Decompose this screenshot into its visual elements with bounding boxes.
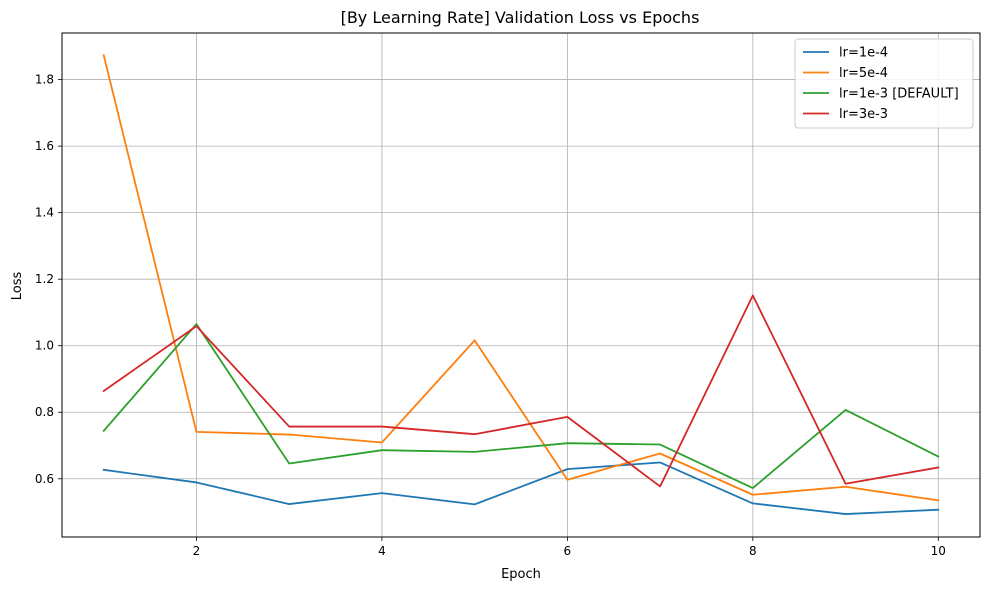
legend-label: lr=1e-3 [DEFAULT] (839, 87, 959, 102)
x-axis-label: Epoch (501, 567, 541, 582)
legend-label: lr=3e-3 (839, 107, 888, 122)
y-tick-label: 1.4 (35, 206, 54, 220)
y-tick-label: 1.6 (35, 139, 54, 153)
x-tick-label: 10 (931, 544, 946, 558)
x-tick-label: 6 (564, 544, 572, 558)
y-tick-label: 1.8 (35, 73, 54, 87)
y-tick-label: 1.2 (35, 272, 54, 286)
series-line-lr-1e-4 (104, 462, 939, 514)
legend-label: lr=1e-4 (839, 46, 888, 61)
legend-label: lr=5e-4 (839, 66, 888, 81)
y-tick-label: 1.0 (35, 339, 54, 353)
y-tick-label: 0.6 (35, 472, 54, 486)
x-tick-label: 4 (378, 544, 386, 558)
chart-title: [By Learning Rate] Validation Loss vs Ep… (341, 8, 700, 27)
y-axis-label: Loss (10, 272, 25, 301)
y-tick-label: 0.8 (35, 405, 54, 419)
series-line-lr-3e-3 (104, 295, 939, 486)
axis-ticks: 2 4 6 8 10 0.6 0.8 1.0 1.2 1.4 1.6 1.8 (35, 73, 946, 558)
x-tick-label: 8 (749, 544, 757, 558)
series-line-lr-1e-3-default (104, 324, 939, 488)
x-tick-label: 2 (193, 544, 201, 558)
legend: lr=1e-4 lr=5e-4 lr=1e-3 [DEFAULT] lr=3e-3 (795, 39, 973, 128)
